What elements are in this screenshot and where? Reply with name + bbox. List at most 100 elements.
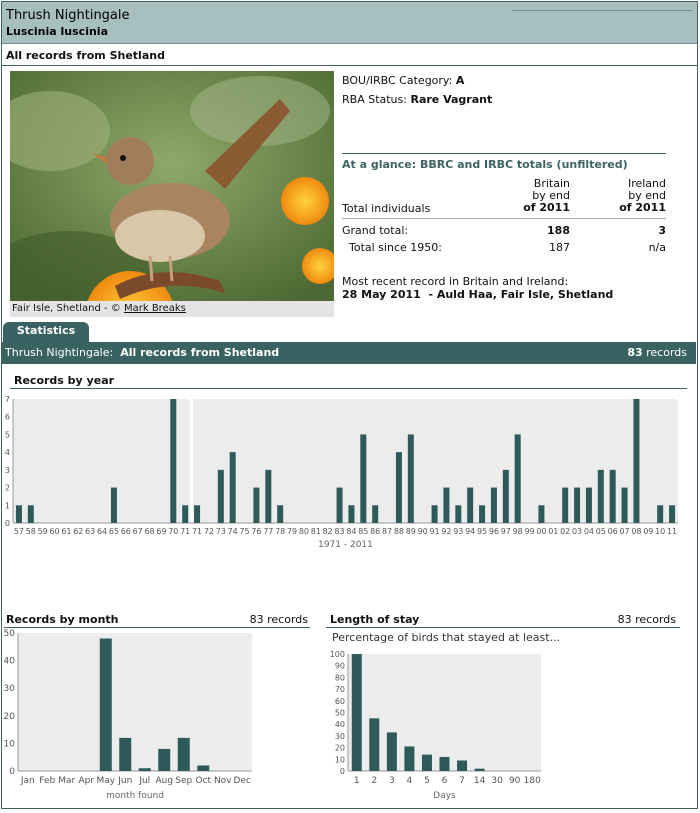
month-chart-x-tick-label: Nov xyxy=(214,776,232,786)
stay-chart-y-tick-label: 30 xyxy=(335,732,345,741)
year-chart-bar xyxy=(490,487,497,523)
year-chart-y-tick-label: 5 xyxy=(5,430,10,439)
ireland-column-header: Ireland by end of 2011 xyxy=(596,178,666,214)
month-chart-x-tick-label: Apr xyxy=(78,776,94,786)
year-chart-bar xyxy=(479,505,486,523)
stay-chart-x-tick-label: 14 xyxy=(474,776,486,786)
ireland-header-line2: by end xyxy=(628,189,666,202)
year-chart-x-tick-label: 60 xyxy=(49,527,59,536)
year-chart-bar xyxy=(395,452,402,523)
stay-chart-x-axis-label: Days xyxy=(433,791,456,801)
year-chart-x-tick-label: 63 xyxy=(85,527,95,536)
stay-chart-y-tick-label: 100 xyxy=(330,650,345,659)
year-chart-x-tick-label: 68 xyxy=(144,527,154,536)
stay-chart-y-tick-label: 40 xyxy=(335,720,345,729)
month-chart-x-tick-label: Sep xyxy=(175,776,192,786)
month-chart-x-tick-label: Jan xyxy=(20,776,35,786)
stay-chart-title: Length of stay xyxy=(330,613,420,626)
year-chart-bar xyxy=(348,505,355,523)
year-chart-x-tick-label: 05 xyxy=(596,527,606,536)
year-chart-bar xyxy=(229,452,236,523)
month-chart-x-tick-label: May xyxy=(96,776,115,786)
month-chart-plot-area xyxy=(18,633,252,771)
stay-chart-y-tick-label: 50 xyxy=(335,709,345,718)
year-chart-rule xyxy=(10,388,687,389)
stay-chart-bar xyxy=(386,732,397,771)
stay-chart-x-tick-label: 7 xyxy=(459,776,465,786)
stay-chart-x-tick-label: 4 xyxy=(407,776,413,786)
tab-statistics[interactable]: Statistics xyxy=(3,322,89,342)
month-chart-x-tick-label: Feb xyxy=(39,776,55,786)
britain-column-header: Britain by end of 2011 xyxy=(500,178,570,214)
glance-title: At a glance: BBRC and IRBC totals (unfil… xyxy=(342,158,628,171)
year-chart-bar xyxy=(182,505,189,523)
species-name: Thrush Nightingale xyxy=(6,8,130,23)
month-chart-x-tick-label: Jun xyxy=(117,776,132,786)
year-chart-bar xyxy=(217,469,224,523)
year-chart-title: Records by year xyxy=(14,374,115,387)
year-chart-bar xyxy=(585,487,592,523)
month-chart-x-tick-label: Oct xyxy=(195,776,211,786)
year-chart-x-tick-label: 85 xyxy=(358,527,368,536)
year-chart-x-tick-label: 06 xyxy=(608,527,618,536)
year-chart-x-tick-label: 71 xyxy=(192,527,202,536)
ireland-header-line3: of 2011 xyxy=(619,201,666,214)
photographer-link[interactable]: Mark Breaks xyxy=(123,303,186,314)
since-1950-ireland: n/a xyxy=(648,241,666,254)
month-chart: 0 10 20 30 40 50 Jan Feb Mar Apr May Jun Jul Aug Sep Oc… xyxy=(4,629,252,801)
month-chart-title: Records by month xyxy=(6,613,119,626)
year-chart-x-tick-label: 84 xyxy=(346,527,356,536)
stay-chart-rule xyxy=(326,627,680,628)
bird-illustration xyxy=(10,71,334,301)
statistics-count: 83 xyxy=(627,346,643,359)
year-chart-bar xyxy=(170,399,177,523)
month-chart-rule xyxy=(4,627,310,628)
month-chart-bar xyxy=(138,768,151,771)
since-1950-label: Total since 1950: xyxy=(349,241,442,254)
year-chart-y-tick-label: 3 xyxy=(5,466,10,475)
year-chart-bar xyxy=(538,505,545,523)
year-chart-x-tick-label: 80 xyxy=(299,527,309,536)
year-chart-x-tick-label: 99 xyxy=(524,527,534,536)
year-chart-x-tick-label: 73 xyxy=(216,527,226,536)
year-chart-bar xyxy=(657,505,664,523)
grand-total-ireland: 3 xyxy=(658,224,666,237)
month-chart-bar xyxy=(158,748,171,771)
month-chart-bar xyxy=(177,737,190,771)
year-chart-bar xyxy=(265,469,272,523)
total-individuals-label: Total individuals xyxy=(342,202,431,215)
stay-chart-x-tick-label: 6 xyxy=(442,776,448,786)
year-chart-x-tick-label: 83 xyxy=(334,527,344,536)
year-chart-x-tick-label: 97 xyxy=(501,527,511,536)
stay-chart-x-tick-label: 2 xyxy=(371,776,377,786)
year-chart-bar xyxy=(27,505,34,523)
year-chart-bar xyxy=(633,399,640,523)
year-chart-y-tick-label: 6 xyxy=(5,413,10,422)
recent-record-label: Most recent record in Britain and Irelan… xyxy=(342,275,569,288)
year-chart-bar xyxy=(431,505,438,523)
stay-chart-bar xyxy=(421,754,432,771)
year-chart-bar xyxy=(669,505,676,523)
species-header: Thrush Nightingale Luscinia luscinia xyxy=(2,2,697,44)
britain-header-line1: Britain xyxy=(533,177,570,190)
year-chart-x-tick-label: 01 xyxy=(548,527,558,536)
stay-chart-bar xyxy=(404,746,415,771)
year-chart-bar xyxy=(597,469,604,523)
grand-total-label: Grand total: xyxy=(342,224,409,237)
stay-chart-y-tick-label: 90 xyxy=(335,662,345,671)
grand-total-britain: 188 xyxy=(547,224,570,237)
year-chart-x-tick-label: 59 xyxy=(38,527,48,536)
year-chart-x-tick-label: 98 xyxy=(513,527,523,536)
stay-chart-x-tick-label: 1 xyxy=(354,776,360,786)
year-chart-x-tick-label: 11 xyxy=(667,527,677,536)
year-chart-bar xyxy=(372,505,379,523)
year-chart-y-tick-label: 4 xyxy=(5,448,10,457)
year-chart-x-tick-label: 00 xyxy=(536,527,546,536)
stay-chart-x-tick-label: 5 xyxy=(424,776,430,786)
filter-title: All records from Shetland xyxy=(6,49,165,62)
year-chart-x-tick-label: 09 xyxy=(643,527,653,536)
stay-chart-y-tick-label: 70 xyxy=(335,685,345,694)
year-chart-x-tick-label: 57 xyxy=(14,527,24,536)
year-chart-x-tick-label: 87 xyxy=(382,527,392,536)
stay-chart-y-tick-label: 20 xyxy=(335,744,345,753)
